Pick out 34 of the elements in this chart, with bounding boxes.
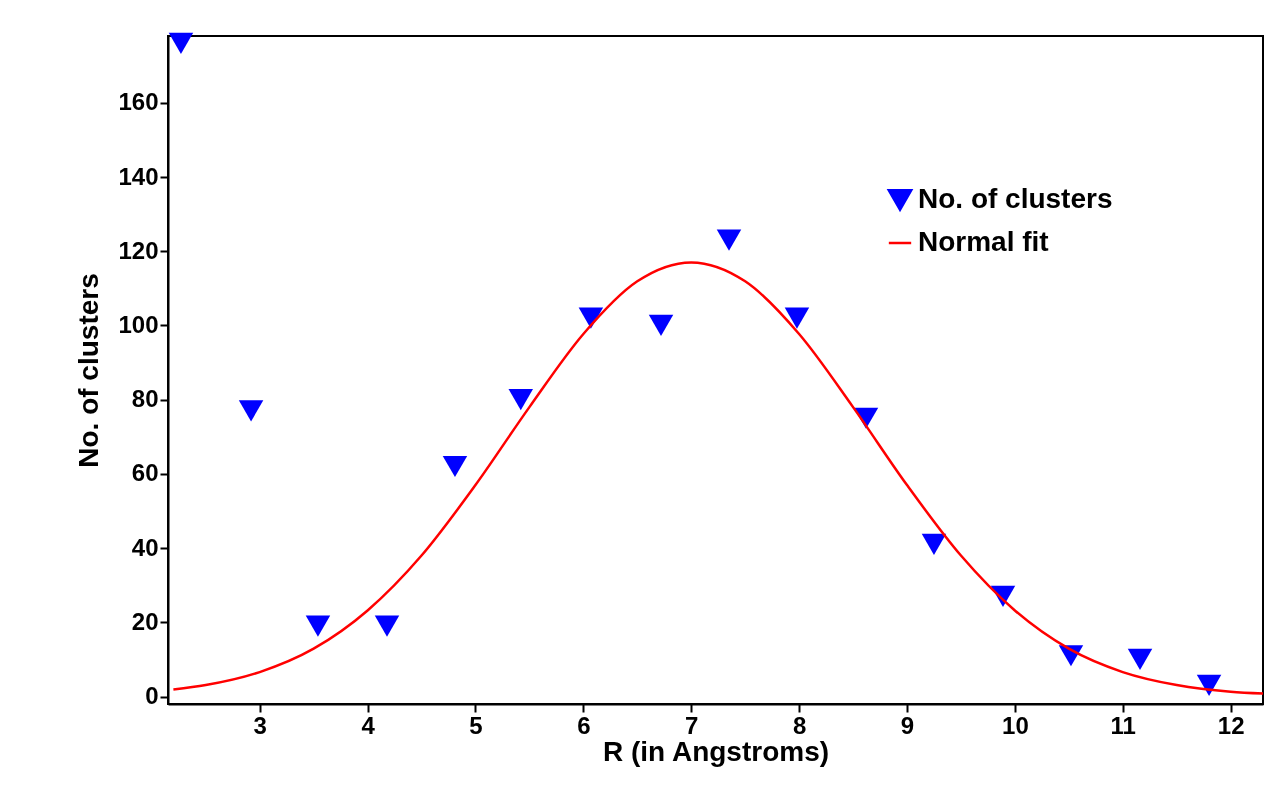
x-tick-label: 3 — [253, 711, 267, 739]
point — [784, 307, 810, 329]
y-tick-label: 0 — [145, 682, 159, 710]
x-tick-label: 11 — [1110, 711, 1136, 739]
point — [716, 229, 742, 251]
x-tick-label: 9 — [900, 711, 915, 739]
line-series — [172, 261, 1263, 695]
point — [374, 615, 400, 637]
point — [1196, 674, 1222, 697]
y-axis-title: No. of clusters — [73, 273, 105, 468]
point — [238, 400, 264, 422]
y-tick-label: 80 — [131, 385, 159, 413]
point — [442, 455, 468, 478]
point — [305, 615, 331, 637]
y-tick-label: 60 — [131, 459, 159, 487]
legend-label: No. of clusters — [918, 183, 1113, 214]
point — [1127, 648, 1153, 671]
legend-label: Normal fit — [918, 226, 1049, 257]
x-tick-label: 12 — [1217, 711, 1245, 739]
y-tick-label: 100 — [118, 310, 159, 338]
point — [648, 314, 674, 337]
point — [508, 389, 534, 411]
x-tick-label: 10 — [1002, 711, 1029, 739]
point — [578, 307, 604, 329]
x-tick-label: 5 — [469, 711, 483, 739]
y-tick-label: 120 — [118, 236, 159, 264]
point — [921, 533, 947, 556]
y-tick-label: 20 — [131, 607, 159, 635]
x-tick-label: 4 — [361, 711, 376, 739]
y-tick-label: 140 — [118, 162, 159, 190]
y-tick-label: 160 — [118, 88, 159, 116]
point — [168, 32, 194, 55]
y-tick-label: 40 — [131, 533, 159, 561]
x-tick-label: 6 — [577, 711, 591, 739]
